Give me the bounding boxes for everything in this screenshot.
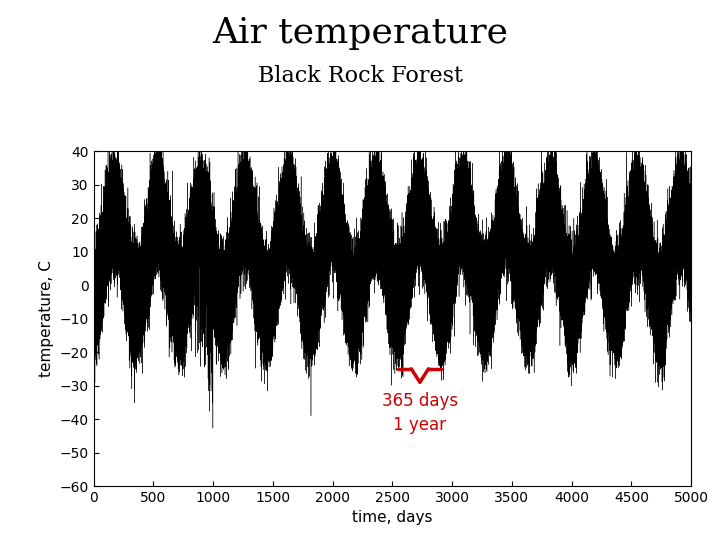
- Y-axis label: temperature, C: temperature, C: [39, 260, 54, 377]
- Text: 1 year: 1 year: [393, 416, 446, 434]
- X-axis label: time, days: time, days: [352, 510, 433, 525]
- Text: Black Rock Forest: Black Rock Forest: [258, 65, 462, 87]
- Text: Air temperature: Air temperature: [212, 16, 508, 50]
- Text: 365 days: 365 days: [382, 392, 458, 410]
